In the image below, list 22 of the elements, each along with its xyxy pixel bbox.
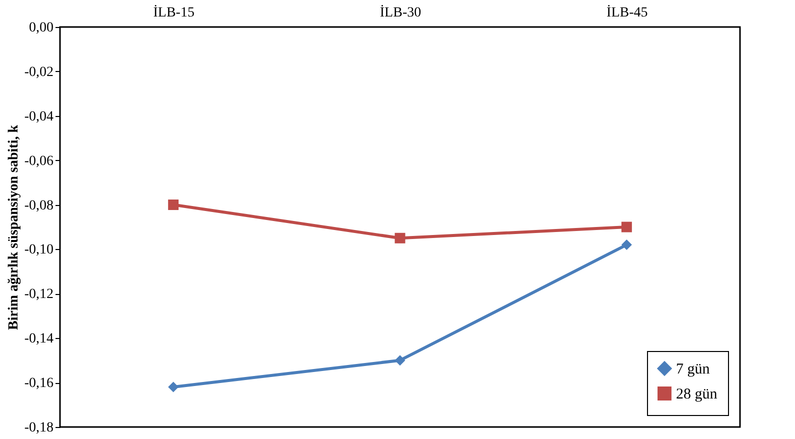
point: [168, 200, 179, 210]
x-tick-label: İLB-30: [380, 4, 422, 20]
y-tick-label: -0,16: [24, 376, 54, 392]
point: [168, 382, 179, 392]
point: [394, 355, 406, 366]
legend-label: 28 gün: [676, 386, 718, 402]
y-tick-label: -0,04: [24, 109, 54, 124]
y-tick-label: 0,00: [29, 20, 54, 36]
y-axis-title: Birim ağırlık süspansiyon sabiti, k: [6, 124, 22, 330]
x-tick-label: İLB-15: [153, 4, 194, 20]
legend-label: 7 gün: [676, 362, 710, 378]
x-tick-label: İLB-45: [606, 4, 648, 20]
point: [621, 240, 632, 250]
point: [621, 222, 632, 232]
y-tick-label: -0,12: [24, 287, 54, 302]
y-tick-label: -0,14: [24, 332, 54, 347]
y-tick-label: -0,08: [24, 198, 54, 214]
y-tick-label: -0,18: [24, 420, 54, 436]
y-tick-label: -0,10: [24, 242, 54, 258]
y-tick-label: -0,02: [24, 64, 54, 80]
point: [394, 232, 406, 244]
y-tick-label: -0,06: [24, 154, 54, 169]
